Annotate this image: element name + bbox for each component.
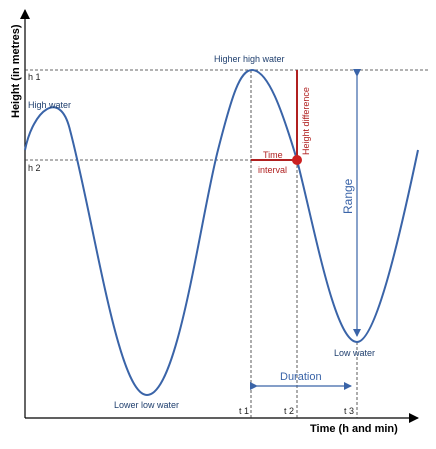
high-water-label: High water	[28, 100, 71, 110]
y-axis-label: Height (in metres)	[10, 24, 22, 118]
range-label: Range	[341, 178, 355, 214]
h2-label: h 2	[28, 163, 41, 173]
height-difference-label: Height difference	[301, 87, 311, 155]
h1-label: h 1	[28, 72, 41, 82]
low-water-label: Low water	[334, 348, 375, 358]
time-interval-label-line1: Time	[263, 150, 283, 160]
intersection-point	[292, 155, 302, 165]
tide-curve	[24, 68, 419, 397]
time-interval-label-line2: interval	[258, 165, 287, 175]
higher-high-water-label: Higher high water	[214, 54, 285, 64]
t1-label: t 1	[239, 406, 249, 416]
t2-label: t 2	[284, 406, 294, 416]
duration-label: Duration	[280, 371, 322, 383]
lower-low-water-label: Lower low water	[114, 400, 179, 410]
x-axis-label: Time (h and min)	[310, 423, 398, 435]
t3-label: t 3	[344, 406, 354, 416]
